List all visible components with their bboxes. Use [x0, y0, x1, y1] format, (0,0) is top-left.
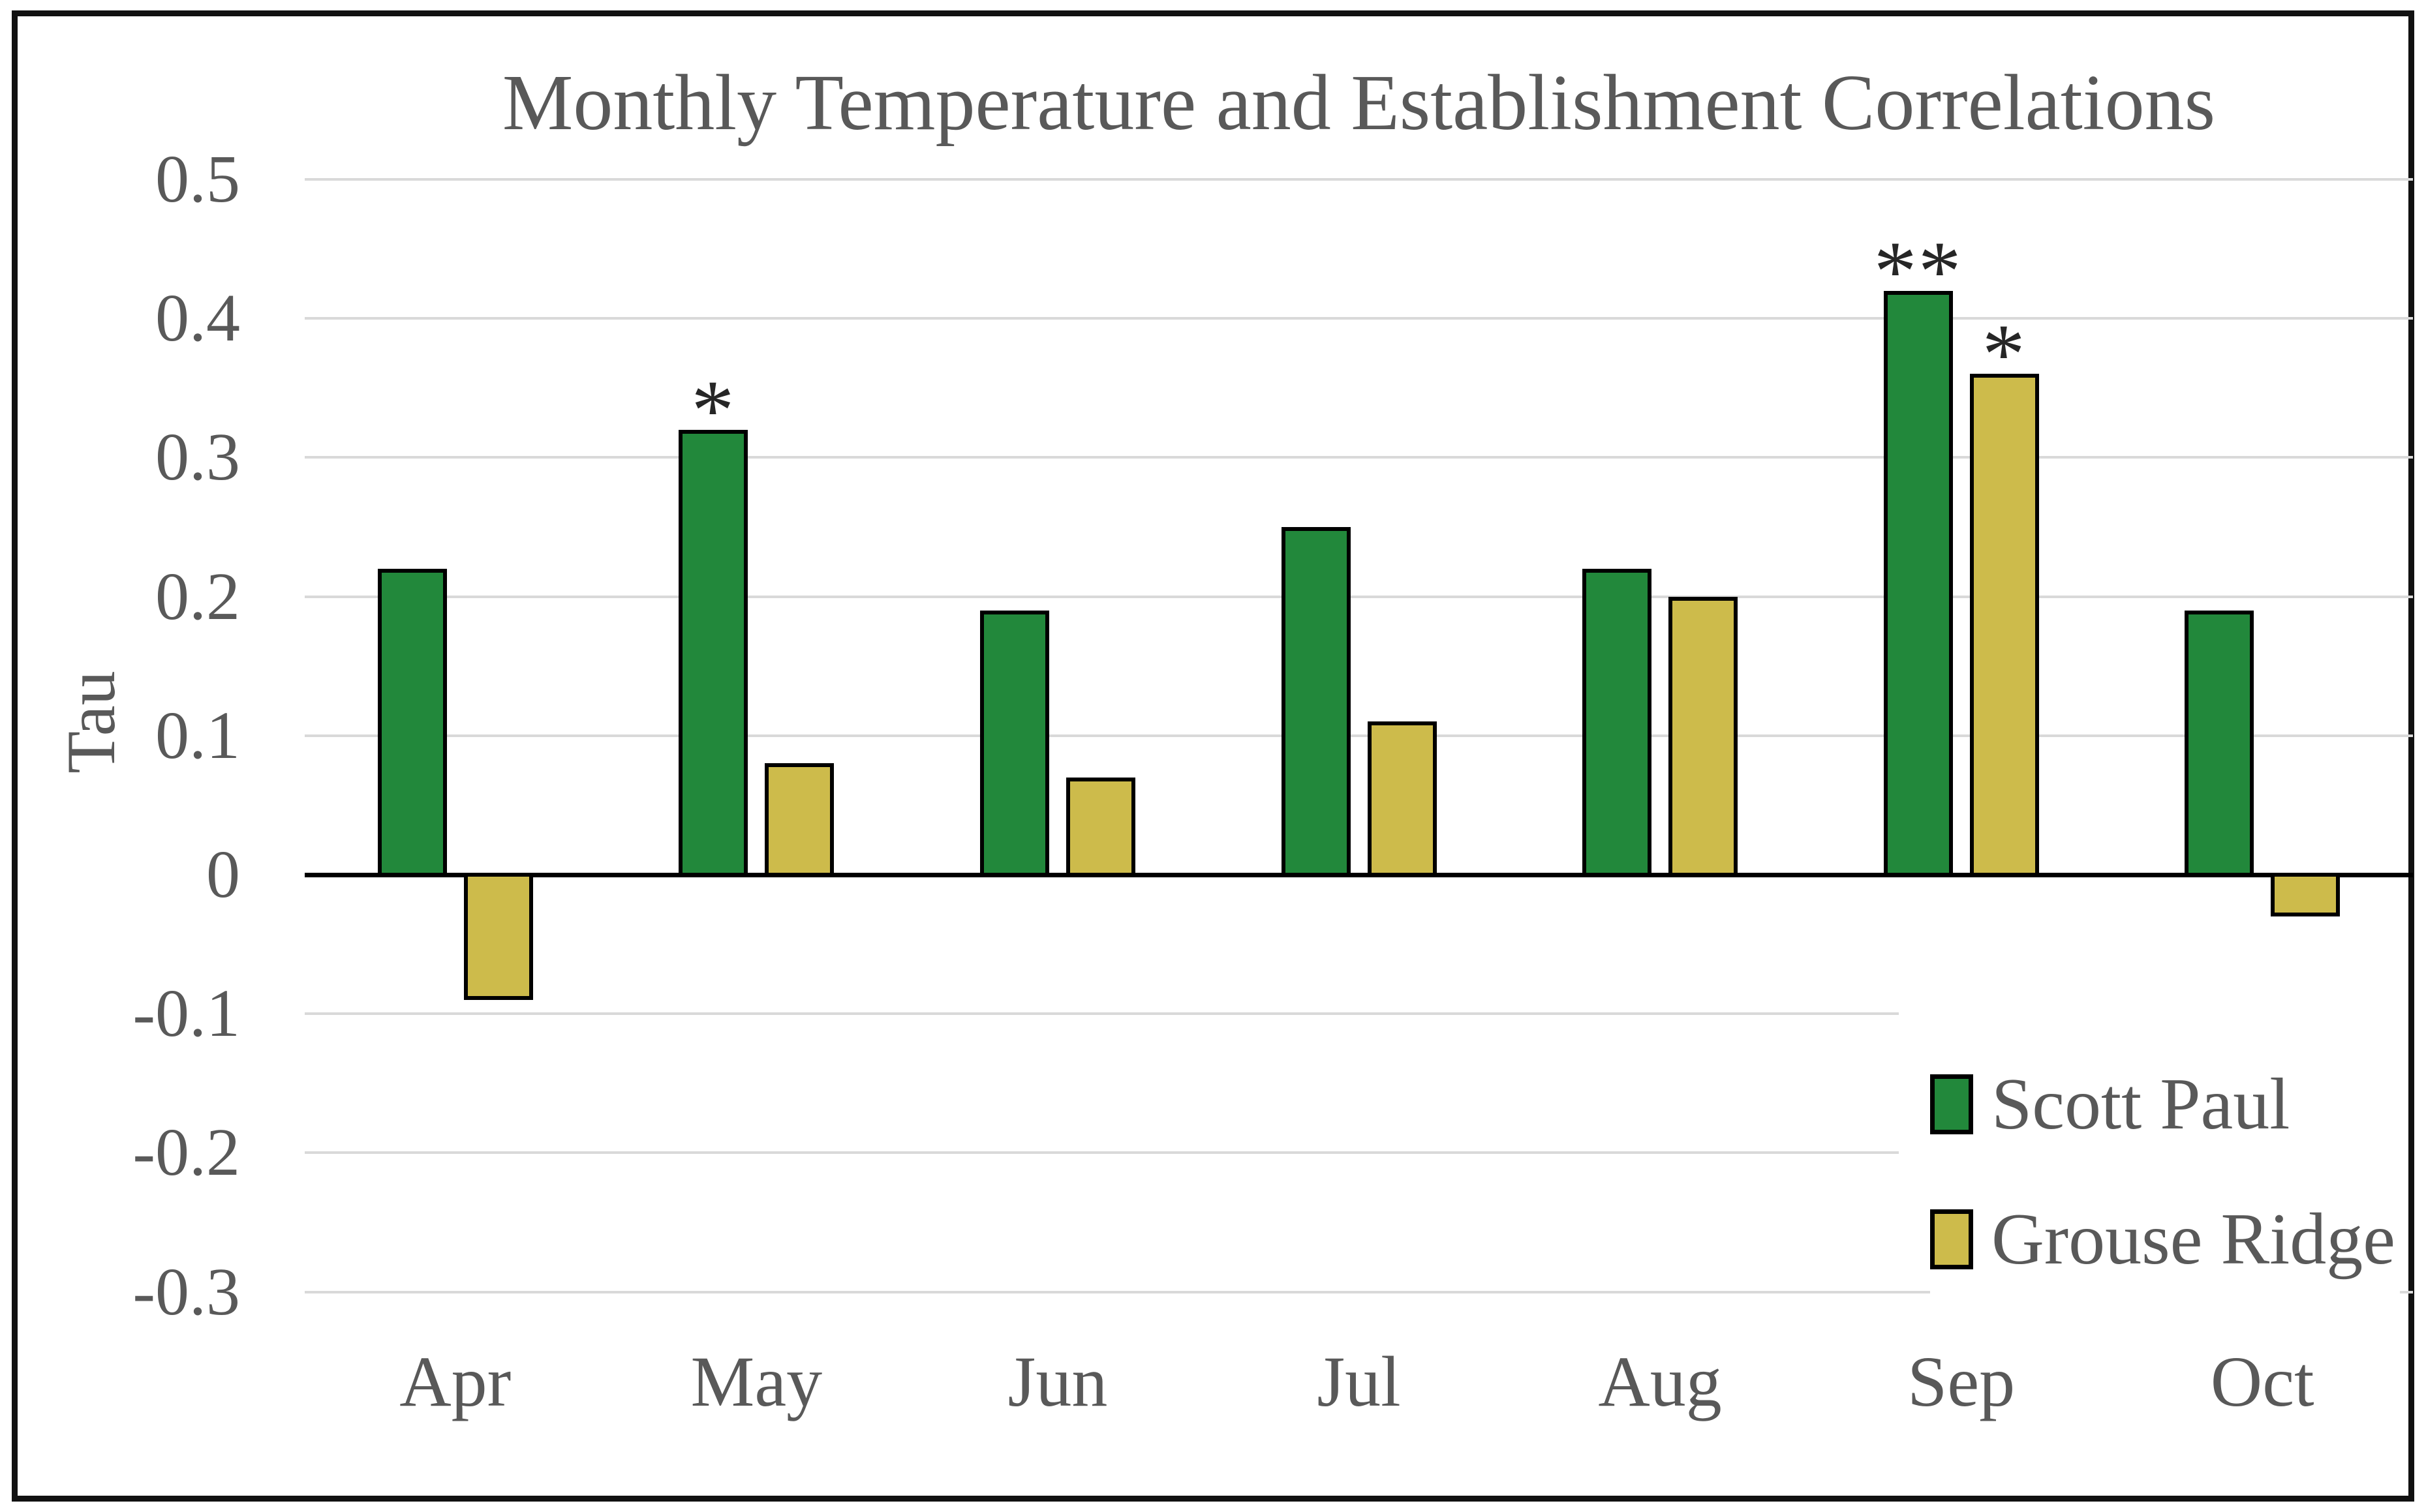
bar-scott-paul	[377, 568, 447, 877]
gridline	[305, 1290, 2413, 1293]
bar-scott-paul	[1883, 290, 1953, 877]
y-tick-label: -0.2	[132, 1115, 240, 1190]
zero-line	[305, 873, 2413, 877]
bar-grouse-ridge	[1969, 374, 2039, 877]
x-tick-label: Apr	[399, 1342, 512, 1421]
bar-grouse-ridge	[463, 873, 533, 1000]
bar-grouse-ridge	[1668, 596, 1738, 877]
gridline	[305, 317, 2413, 320]
y-tick-label: -0.3	[132, 1254, 240, 1329]
x-tick-label: Sep	[1907, 1342, 2016, 1421]
y-tick-label: 0.1	[155, 697, 240, 773]
significance-marker: *	[691, 361, 736, 458]
bar-scott-paul	[679, 429, 748, 877]
bar-grouse-ridge	[2271, 873, 2341, 916]
significance-marker: *	[1982, 306, 2027, 402]
legend-label-scott-paul: Scott Paul	[1991, 1064, 2290, 1145]
chart-title: Monthly Temperature and Establishment Co…	[502, 59, 2216, 147]
bar-scott-paul	[979, 610, 1049, 877]
gridline	[305, 1012, 1899, 1016]
y-tick-label: 0.4	[155, 280, 240, 356]
y-tick-label: 0.5	[155, 142, 240, 217]
legend-swatch-grouse-ridge	[1930, 1209, 1973, 1269]
bar-scott-paul	[2185, 610, 2254, 877]
legend-item-grouse-ridge: Grouse Ridge	[1930, 1200, 2395, 1278]
y-tick-label: 0	[206, 837, 240, 912]
legend: Scott Paul Grouse Ridge	[1930, 1040, 2400, 1314]
x-tick-label: Oct	[2210, 1342, 2314, 1421]
bar-grouse-ridge	[765, 763, 835, 877]
gridline	[305, 595, 2413, 598]
x-tick-label: May	[690, 1342, 823, 1421]
significance-marker: **	[1873, 222, 1963, 319]
gridline	[305, 456, 2413, 459]
y-tick-label: -0.1	[132, 976, 240, 1051]
legend-item-scott-paul: Scott Paul	[1930, 1065, 2290, 1143]
legend-label-grouse-ridge: Grouse Ridge	[1991, 1199, 2396, 1280]
bar-grouse-ridge	[1367, 721, 1437, 877]
gridline	[305, 1151, 1899, 1155]
x-tick-label: Aug	[1598, 1342, 1722, 1421]
bar-scott-paul	[1281, 527, 1351, 877]
y-tick-label: 0.3	[155, 419, 240, 495]
legend-swatch-scott-paul	[1930, 1074, 1973, 1134]
gridline	[305, 178, 2413, 181]
y-tick-label: 0.2	[155, 558, 240, 634]
bar-grouse-ridge	[1066, 777, 1135, 877]
gridline	[305, 734, 2413, 737]
bar-scott-paul	[1582, 568, 1652, 877]
x-tick-label: Jul	[1317, 1342, 1401, 1421]
x-tick-label: Jun	[1007, 1342, 1108, 1421]
